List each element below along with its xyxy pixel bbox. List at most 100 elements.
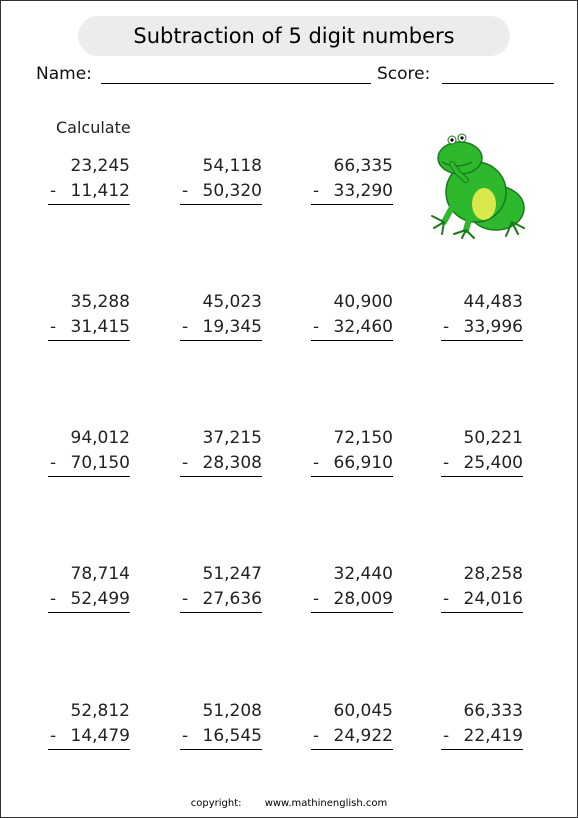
subtraction-problem: 37,215-28,308 <box>180 426 262 477</box>
minus-sign: - <box>313 589 320 609</box>
subtrahend-row: -28,009 <box>311 587 393 613</box>
minus-sign: - <box>50 726 57 746</box>
minus-sign: - <box>313 453 320 473</box>
subtraction-problem: 51,247 -27,636 <box>180 562 262 613</box>
minuend: 72,150 <box>333 428 393 448</box>
minus-sign: - <box>313 317 320 337</box>
subtraction-problem: 28,258-24,016 <box>441 562 523 613</box>
minus-sign: - <box>443 726 450 746</box>
subtrahend: 31,415 <box>70 317 130 337</box>
subtrahend-row: -32,460 <box>311 315 393 341</box>
subtrahend: 28,009 <box>333 589 393 609</box>
subtrahend-row: -70,150 <box>48 451 130 477</box>
minuend: 78,714 <box>70 564 130 584</box>
subtrahend-row: -31,415 <box>48 315 130 341</box>
minuend: 44,483 <box>463 292 523 312</box>
website-link[interactable]: www.mathinenglish.com <box>264 798 388 809</box>
subtrahend: 70,150 <box>70 453 130 473</box>
subtrahend: 14,479 <box>70 726 130 746</box>
subtrahend: 33,996 <box>463 317 523 337</box>
subtraction-problem: 52,812-14,479 <box>48 699 130 750</box>
minuend: 94,012 <box>70 428 130 448</box>
subtrahend-row: -33,996 <box>441 315 523 341</box>
subtrahend: 33,290 <box>333 181 393 201</box>
subtrahend-row: -11,412 <box>48 179 130 205</box>
minus-sign: - <box>182 726 189 746</box>
minuend: 35,288 <box>70 292 130 312</box>
minuend: 52,812 <box>70 701 130 721</box>
minuend: 66,335 <box>333 156 393 176</box>
worksheet-title: Subtraction of 5 digit numbers <box>78 16 510 56</box>
subtraction-problem: 40,900-32,460 <box>311 290 393 341</box>
minus-sign: - <box>50 181 57 201</box>
subtraction-problem: 45,023-19,345 <box>180 290 262 341</box>
subtrahend: 28,308 <box>202 453 262 473</box>
score-label: Score: <box>377 64 431 84</box>
minus-sign: - <box>50 453 57 473</box>
subtrahend: 50,320 <box>202 181 262 201</box>
subtrahend: 22,419 <box>463 726 523 746</box>
subtrahend: 16,545 <box>202 726 262 746</box>
minuend: 66,333 <box>463 701 523 721</box>
subtraction-problem: 60,045-24,922 <box>311 699 393 750</box>
subtrahend: 19,345 <box>202 317 262 337</box>
subtrahend: 32,460 <box>333 317 393 337</box>
minus-sign: - <box>443 589 450 609</box>
minuend: 60,045 <box>333 701 393 721</box>
subtrahend-row: -24,922 <box>311 724 393 750</box>
subtrahend-row: -66,910 <box>311 451 393 477</box>
subtrahend-row: -24,016 <box>441 587 523 613</box>
minuend: 37,215 <box>202 428 262 448</box>
name-label: Name: <box>36 64 92 84</box>
copyright-label: copyright: <box>190 798 242 809</box>
minuend: 23,245 <box>70 156 130 176</box>
minuend: 54,118 <box>202 156 262 176</box>
subtrahend: 11,412 <box>70 181 130 201</box>
subtraction-problem: 94,012-70,150 <box>48 426 130 477</box>
score-blank[interactable] <box>441 65 554 84</box>
subtrahend-row: -52,499 <box>48 587 130 613</box>
instruction-text: Calculate <box>56 118 131 137</box>
subtrahend: 52,499 <box>70 589 130 609</box>
subtrahend-row: -16,545 <box>180 724 262 750</box>
minus-sign: - <box>313 726 320 746</box>
minus-sign: - <box>182 317 189 337</box>
subtraction-problem: 72,150-66,910 <box>311 426 393 477</box>
subtrahend: 27,636 <box>202 589 262 609</box>
subtrahend-row: -50,320 <box>180 179 262 205</box>
subtraction-problem: 66,335 -33,290 <box>311 154 393 205</box>
subtrahend-row: -27,636 <box>180 587 262 613</box>
subtrahend-row: -19,345 <box>180 315 262 341</box>
minuend: 40,900 <box>333 292 393 312</box>
subtrahend: 24,016 <box>463 589 523 609</box>
subtraction-problem: 32,440-28,009 <box>311 562 393 613</box>
frog-icon <box>431 133 525 239</box>
subtraction-problem: 54,118-50,320 <box>180 154 262 205</box>
subtrahend-row: -14,479 <box>48 724 130 750</box>
subtrahend-row: -33,290 <box>311 179 393 205</box>
subtrahend-row: -22,419 <box>441 724 523 750</box>
footer: copyright: www.mathinenglish.com <box>0 798 578 809</box>
minus-sign: - <box>50 317 57 337</box>
subtrahend: 24,922 <box>333 726 393 746</box>
subtrahend: 66,910 <box>333 453 393 473</box>
name-blank[interactable] <box>101 65 372 84</box>
subtraction-problem: 51,208-16,545 <box>180 699 262 750</box>
minus-sign: - <box>443 317 450 337</box>
minus-sign: - <box>50 589 57 609</box>
minuend: 45,023 <box>202 292 262 312</box>
score-field[interactable]: Score: <box>377 64 554 88</box>
name-field[interactable]: Name: <box>36 64 372 88</box>
subtraction-problem: 78,714-52,499 <box>48 562 130 613</box>
subtraction-problem: 23,245-11,412 <box>48 154 130 205</box>
minuend: 51,208 <box>202 701 262 721</box>
minuend: 50,221 <box>463 428 523 448</box>
minus-sign: - <box>182 181 189 201</box>
minus-sign: - <box>182 453 189 473</box>
minuend: 32,440 <box>333 564 393 584</box>
subtrahend: 25,400 <box>463 453 523 473</box>
subtrahend-row: -25,400 <box>441 451 523 477</box>
minuend: 51,247 <box>202 564 262 584</box>
subtraction-problem: 50,221 -25,400 <box>441 426 523 477</box>
subtraction-problem: 44,483-33,996 <box>441 290 523 341</box>
